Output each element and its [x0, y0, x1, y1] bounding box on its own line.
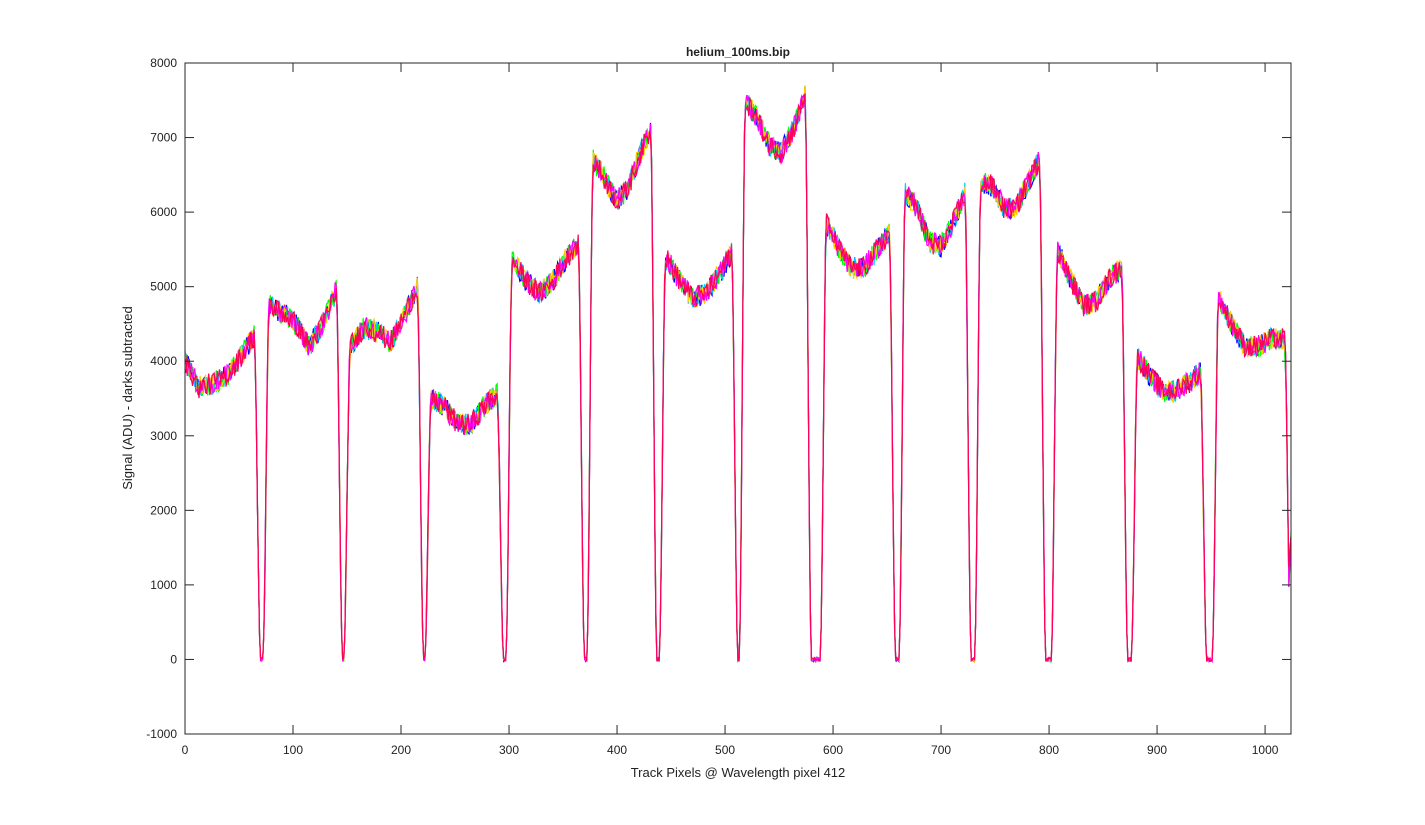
- y-tick-label-4: 3000: [150, 429, 177, 443]
- x-tick-label-6: 600: [823, 743, 843, 757]
- x-tick-label-9: 900: [1147, 743, 1167, 757]
- x-axis-label: Track Pixels @ Wavelength pixel 412: [631, 765, 846, 780]
- y-tick-label-1: 0: [170, 652, 177, 666]
- y-tick-label-3: 2000: [150, 503, 177, 517]
- x-tick-label-8: 800: [1039, 743, 1059, 757]
- y-tick-label-9: 8000: [150, 56, 177, 70]
- y-tick-label-2: 1000: [150, 578, 177, 592]
- x-tick-label-10: 1000: [1252, 743, 1279, 757]
- x-tick-label-2: 200: [391, 743, 411, 757]
- series-line-6: [185, 93, 1291, 663]
- x-tick-label-5: 500: [715, 743, 735, 757]
- y-axis-label: Signal (ADU) - darks subtracted: [120, 306, 135, 490]
- x-tick-label-1: 100: [283, 743, 303, 757]
- y-tick-label-7: 6000: [150, 205, 177, 219]
- y-tick-label-8: 7000: [150, 131, 177, 145]
- chart-title: helium_100ms.bip: [686, 45, 790, 59]
- ticks-layer: 0 100 200 300 400 500 600 700 800 900 1000 -1000 0 10…: [146, 56, 1291, 757]
- y-tick-label-6: 5000: [150, 280, 177, 294]
- x-tick-label-4: 400: [607, 743, 627, 757]
- plot-box: [184, 62, 1292, 735]
- y-tick-label-0: -1000: [146, 727, 177, 741]
- x-tick-label-3: 300: [499, 743, 519, 757]
- x-tick-label-7: 700: [931, 743, 951, 757]
- series-layer: [185, 85, 1291, 664]
- y-tick-label-5: 4000: [150, 354, 177, 368]
- x-tick-label-0: 0: [182, 743, 189, 757]
